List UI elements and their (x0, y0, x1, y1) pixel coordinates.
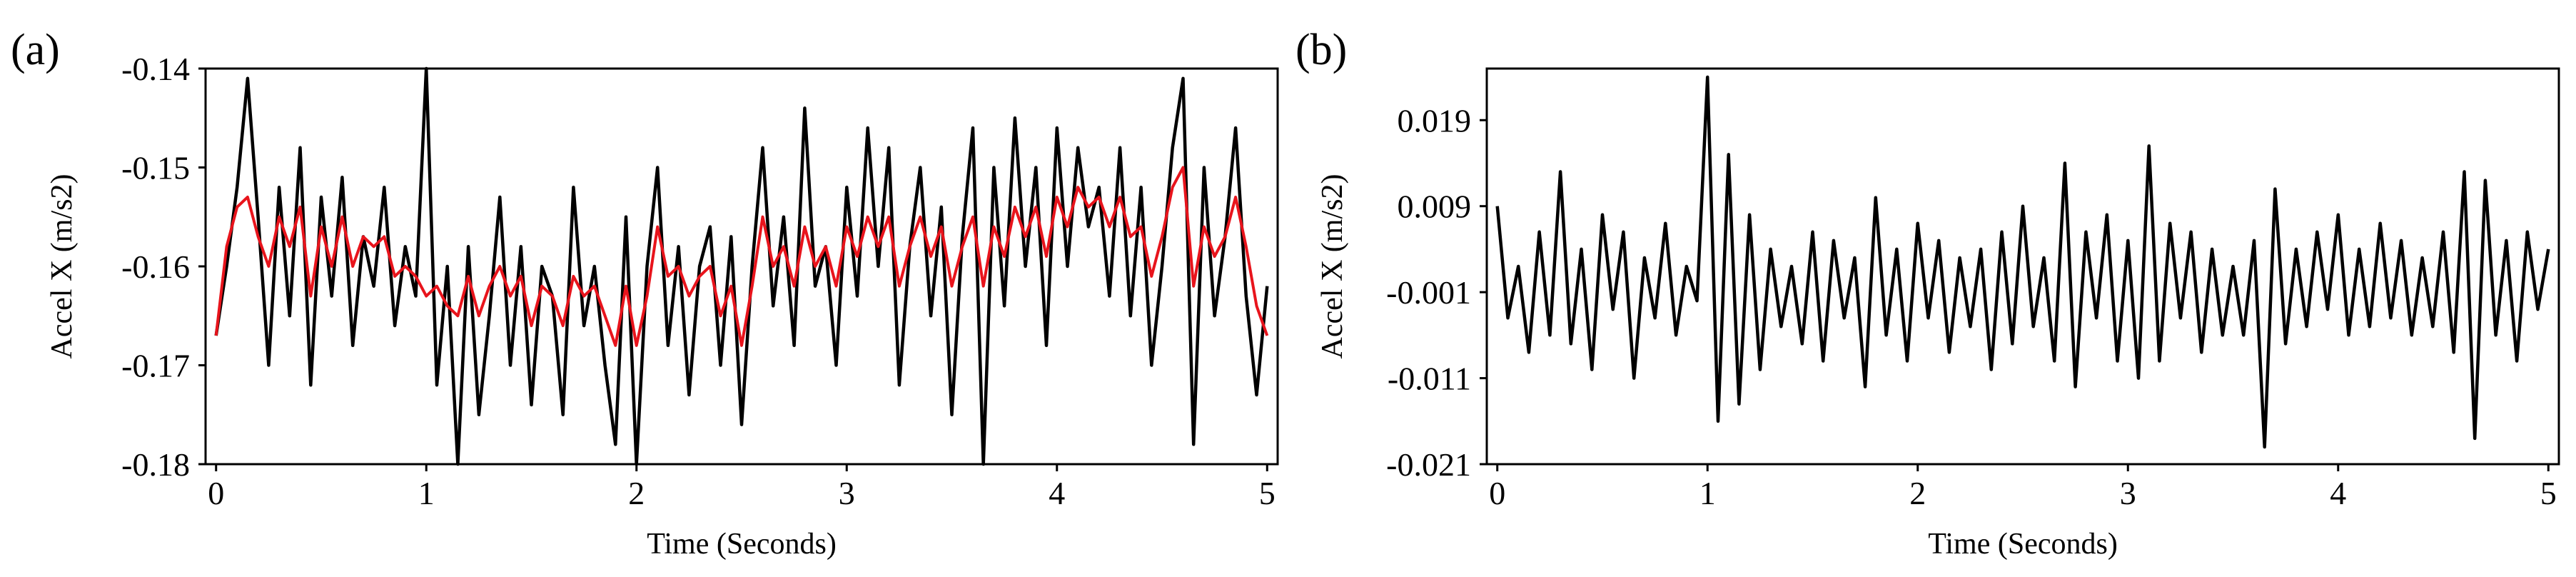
series-group-a (214, 66, 1269, 466)
y-axis-ticks-b: 0.019 0.009 -0.001 -0.011 -0.021 (1386, 102, 1487, 483)
y-tick-label-a: -0.18 (121, 446, 190, 483)
x-tick-label-a: 1 (418, 475, 435, 511)
series-line-a-0 (214, 66, 1269, 466)
x-tick-label-b: 4 (2330, 475, 2346, 511)
x-tick-label-a: 0 (208, 475, 224, 511)
x-axis-ticks-b: 0 1 2 3 4 5 (1489, 464, 2557, 511)
x-axis-title-a: Time (Seconds) (647, 528, 837, 561)
y-tick-label-b: -0.001 (1386, 274, 1471, 311)
y-tick-label-b: -0.011 (1388, 361, 1471, 397)
x-tick-label-b: 0 (1489, 475, 1505, 511)
series-line-a-1 (214, 166, 1269, 347)
series-line-b-0 (1495, 75, 2550, 449)
panel-label-b: (b) (1295, 26, 1347, 74)
y-tick-label-a: -0.17 (121, 348, 190, 384)
y-axis-ticks-a: -0.14 -0.15 -0.16 -0.17 -0.18 (121, 51, 206, 483)
x-tick-label-b: 5 (2540, 475, 2557, 511)
series-group-b (1495, 75, 2550, 449)
x-tick-label-a: 4 (1049, 475, 1065, 511)
x-tick-label-b: 1 (1699, 475, 1716, 511)
chart-panel-a: (a) -0.14 -0.15 -0.16 -0.17 -0.18 0 1 2 3 4 5 Tim… (11, 26, 1279, 561)
y-tick-label-b: 0.019 (1398, 102, 1472, 139)
x-tick-label-a: 5 (1259, 475, 1276, 511)
y-axis-title-b: Accel X (m/s2) (1316, 174, 1349, 359)
plot-frame-b (1485, 67, 2560, 466)
x-tick-label-a: 3 (839, 475, 855, 511)
y-tick-label-b: -0.021 (1386, 446, 1471, 483)
y-tick-label-a: -0.14 (121, 51, 190, 87)
x-axis-title-b: Time (Seconds) (1928, 528, 2118, 561)
x-tick-label-b: 3 (2120, 475, 2136, 511)
y-tick-label-a: -0.15 (121, 150, 190, 186)
x-tick-label-b: 2 (1909, 475, 1926, 511)
y-tick-label-a: -0.16 (121, 249, 190, 285)
x-axis-ticks-a: 0 1 2 3 4 5 (208, 464, 1276, 511)
panel-label-a: (a) (11, 26, 60, 74)
y-axis-title-a: Accel X (m/s2) (46, 174, 79, 359)
y-tick-label-b: 0.009 (1398, 189, 1472, 225)
x-tick-label-a: 2 (628, 475, 645, 511)
